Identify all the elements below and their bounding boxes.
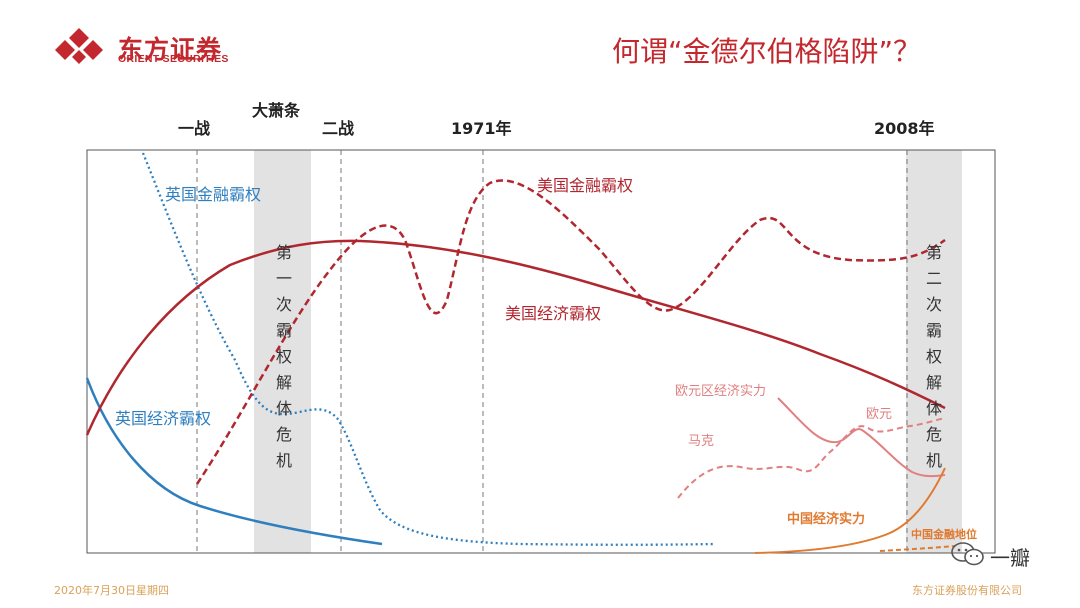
label-euro: 欧元: [866, 407, 892, 422]
band-char: 二: [926, 269, 942, 288]
china-finance-curve: [879, 545, 956, 552]
second-crisis-label: 第二次霸权解体危机: [926, 243, 942, 470]
footer-company: 东方证券股份有限公司: [912, 584, 1022, 597]
band-char: 第: [276, 243, 292, 262]
band-char: 霸: [276, 321, 292, 340]
band-char: 霸: [926, 321, 942, 340]
event-ww2: 二战: [322, 119, 354, 138]
band-char: 第: [926, 243, 942, 262]
eurozone-economy-curve: [777, 397, 946, 478]
orient-securities-logo-icon: [55, 28, 103, 64]
first-crisis-label: 第一次霸权解体危机: [276, 243, 292, 470]
band-char: 权: [926, 347, 942, 366]
band-char: 机: [276, 451, 292, 470]
label-china-economy: 中国经济实力: [787, 511, 865, 527]
uk-finance-curve: [141, 152, 716, 546]
label-eurozone: 欧元区经济实力: [675, 384, 766, 399]
second-crisis-band: [906, 150, 962, 553]
mark-curve: [677, 417, 946, 499]
band-char: 一: [276, 269, 292, 288]
band-char: 解: [276, 373, 292, 392]
event-1971: 1971年: [451, 119, 512, 138]
page-title: 何谓“金德尔伯格陷阱”？: [612, 35, 922, 68]
band-char: 危: [276, 425, 292, 444]
footer-date: 2020年7月30日星期四: [54, 584, 169, 597]
band-char: 体: [276, 399, 292, 418]
event-ww1: 一战: [178, 119, 210, 138]
event-2008: 2008年: [874, 119, 935, 138]
band-char: 次: [926, 295, 942, 314]
us-economy-curve: [85, 239, 946, 436]
label-us-finance: 美国金融霸权: [537, 176, 633, 195]
china-economy-curve: [754, 467, 946, 554]
event-great-depression: 大萧条: [252, 101, 301, 120]
label-china-finance: 中国金融地位: [911, 527, 977, 541]
wechat-icon: [951, 542, 984, 566]
label-uk-finance: 英国金融霸权: [165, 185, 261, 204]
band-char: 体: [926, 399, 942, 418]
label-uk-economy: 英国经济霸权: [115, 409, 211, 428]
label-mark: 马克: [688, 434, 714, 449]
first-crisis-band: [254, 150, 311, 553]
brand-name-en: ORIENT SECURITIES: [118, 53, 229, 65]
band-char: 解: [926, 373, 942, 392]
band-char: 权: [276, 347, 292, 366]
us-finance-curve: [195, 179, 946, 485]
band-char: 机: [926, 451, 942, 470]
band-char: 危: [926, 425, 942, 444]
label-us-economy: 美国经济霸权: [505, 304, 601, 323]
watermark-text: 一瓣: [990, 546, 1030, 570]
uk-economy-curve: [85, 377, 383, 546]
diagram-frame: [86, 149, 996, 554]
band-char: 次: [276, 295, 292, 314]
brand-name: 东方证券: [118, 35, 223, 64]
